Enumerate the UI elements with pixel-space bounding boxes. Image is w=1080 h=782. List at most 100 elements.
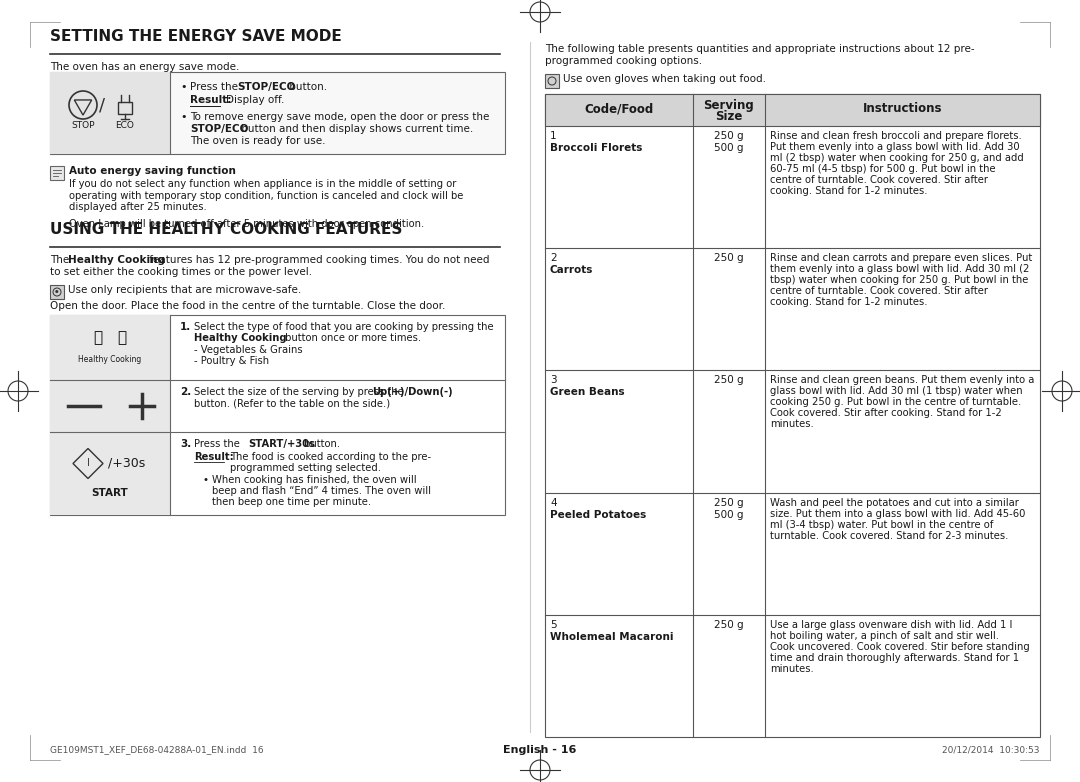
Text: Select the type of food that you are cooking by pressing the: Select the type of food that you are coo…	[194, 322, 494, 332]
Text: Carrots: Carrots	[550, 265, 593, 275]
Text: The following table presents quantities and appropriate instructions about 12 pr: The following table presents quantities …	[545, 44, 974, 66]
Text: minutes.: minutes.	[770, 664, 813, 674]
Text: 20/12/2014  10:30:53: 20/12/2014 10:30:53	[943, 745, 1040, 755]
Text: 500 g: 500 g	[714, 143, 744, 153]
Text: To remove energy save mode, open the door or press the: To remove energy save mode, open the doo…	[190, 112, 489, 122]
Text: Oven Lamp will be turned off after 5 minutes with door open condition.: Oven Lamp will be turned off after 5 min…	[69, 219, 424, 229]
Text: Cook uncovered. Cook covered. Stir before standing: Cook uncovered. Cook covered. Stir befor…	[770, 642, 1029, 652]
Text: Press the: Press the	[194, 439, 243, 449]
Text: programmed setting selected.: programmed setting selected.	[230, 463, 381, 473]
Text: glass bowl with lid. Add 30 ml (1 tbsp) water when: glass bowl with lid. Add 30 ml (1 tbsp) …	[770, 386, 1023, 396]
Text: 🍳: 🍳	[94, 330, 103, 345]
Text: minutes.: minutes.	[770, 419, 813, 429]
Text: I: I	[86, 458, 90, 468]
Text: Serving: Serving	[704, 99, 754, 112]
Text: Open the door. Place the food in the centre of the turntable. Close the door.: Open the door. Place the food in the cen…	[50, 301, 445, 311]
Text: Green Beans: Green Beans	[550, 387, 624, 397]
Text: START/+30s: START/+30s	[248, 439, 315, 449]
Text: STOP/ECO: STOP/ECO	[237, 82, 295, 92]
Text: USING THE HEALTHY COOKING FEATURES: USING THE HEALTHY COOKING FEATURES	[50, 222, 403, 237]
Text: Use oven gloves when taking out food.: Use oven gloves when taking out food.	[563, 74, 766, 84]
Text: button.: button.	[301, 439, 340, 449]
Text: 5: 5	[550, 620, 556, 630]
Text: button once or more times.: button once or more times.	[282, 333, 421, 343]
Text: Cook covered. Stir after cooking. Stand for 1-2: Cook covered. Stir after cooking. Stand …	[770, 408, 1002, 418]
Text: Healthy Cooking: Healthy Cooking	[194, 333, 286, 343]
Text: 2: 2	[550, 253, 556, 264]
Text: 4: 4	[550, 497, 556, 508]
Text: The oven is ready for use.: The oven is ready for use.	[190, 136, 325, 146]
Bar	[50, 380, 170, 432]
Text: Instructions: Instructions	[863, 102, 942, 116]
Text: Result:: Result:	[190, 95, 231, 105]
Bar	[50, 315, 170, 380]
Text: Press the: Press the	[190, 82, 241, 92]
Text: 250 g: 250 g	[714, 375, 744, 386]
Text: /+30s: /+30s	[108, 457, 145, 470]
Text: 250 g: 250 g	[714, 497, 744, 508]
Text: •: •	[180, 82, 187, 92]
Bar	[118, 102, 132, 114]
Bar	[50, 72, 505, 154]
Text: 250 g: 250 g	[714, 253, 744, 264]
Text: hot boiling water, a pinch of salt and stir well.: hot boiling water, a pinch of salt and s…	[770, 631, 999, 640]
Text: Broccoli Florets: Broccoli Florets	[550, 143, 643, 153]
Text: Put them evenly into a glass bowl with lid. Add 30: Put them evenly into a glass bowl with l…	[770, 142, 1020, 152]
Bar	[545, 94, 1040, 737]
Text: centre of turntable. Cook covered. Stir after: centre of turntable. Cook covered. Stir …	[770, 175, 988, 185]
Text: time and drain thoroughly afterwards. Stand for 1: time and drain thoroughly afterwards. St…	[770, 653, 1020, 663]
Text: Rinse and clean green beans. Put them evenly into a: Rinse and clean green beans. Put them ev…	[770, 375, 1035, 386]
Bar	[50, 432, 170, 515]
Text: Rinse and clean carrots and prepare even slices. Put: Rinse and clean carrots and prepare even…	[770, 253, 1032, 264]
Text: them evenly into a glass bowl with lid. Add 30 ml (2: them evenly into a glass bowl with lid. …	[770, 264, 1029, 274]
Text: button and then display shows current time.: button and then display shows current ti…	[238, 124, 473, 134]
Text: Rinse and clean fresh broccoli and prepare florets.: Rinse and clean fresh broccoli and prepa…	[770, 131, 1022, 141]
Bar	[50, 72, 170, 154]
Text: 60-75 ml (4-5 tbsp) for 500 g. Put bowl in the: 60-75 ml (4-5 tbsp) for 500 g. Put bowl …	[770, 164, 996, 174]
Text: 1.: 1.	[180, 322, 191, 332]
Text: When cooking has finished, the oven will: When cooking has finished, the oven will	[212, 475, 417, 485]
Text: Select the size of the serving by press the: Select the size of the serving by press …	[194, 387, 407, 397]
Text: 1: 1	[550, 131, 556, 141]
Text: Wholemeal Macaroni: Wholemeal Macaroni	[550, 632, 674, 642]
Text: Use a large glass ovenware dish with lid. Add 1 l: Use a large glass ovenware dish with lid…	[770, 620, 1012, 630]
Text: Display off.: Display off.	[226, 95, 284, 105]
Text: Code/Food: Code/Food	[584, 102, 653, 116]
Text: - Vegetables & Grains: - Vegetables & Grains	[194, 345, 302, 355]
Text: then beep one time per minute.: then beep one time per minute.	[212, 497, 372, 507]
Text: English - 16: English - 16	[503, 745, 577, 755]
Bar	[545, 94, 1040, 126]
Bar	[50, 285, 64, 299]
Text: ECO: ECO	[116, 120, 134, 130]
Text: Wash and peel the potatoes and cut into a similar: Wash and peel the potatoes and cut into …	[770, 497, 1018, 508]
Text: The food is cooked according to the pre-: The food is cooked according to the pre-	[230, 452, 431, 462]
Text: Peeled Potatoes: Peeled Potatoes	[550, 510, 646, 519]
Bar	[50, 315, 505, 515]
Text: cooking. Stand for 1-2 minutes.: cooking. Stand for 1-2 minutes.	[770, 297, 928, 307]
Text: Auto energy saving function: Auto energy saving function	[69, 166, 235, 176]
Text: 3.: 3.	[180, 439, 191, 449]
Text: ml (3-4 tbsp) water. Put bowl in the centre of: ml (3-4 tbsp) water. Put bowl in the cen…	[770, 519, 994, 529]
Text: START: START	[92, 489, 129, 498]
Text: 🌿: 🌿	[118, 330, 126, 345]
Text: Use only recipients that are microwave-safe.: Use only recipients that are microwave-s…	[68, 285, 301, 295]
Text: size. Put them into a glass bowl with lid. Add 45-60: size. Put them into a glass bowl with li…	[770, 508, 1025, 518]
Text: STOP/ECO: STOP/ECO	[190, 124, 248, 134]
Text: to set either the cooking times or the power level.: to set either the cooking times or the p…	[50, 267, 312, 277]
Text: ●: ●	[55, 290, 58, 294]
Text: - Poultry & Fish: - Poultry & Fish	[194, 356, 269, 366]
Bar	[545, 74, 559, 88]
Text: Healthy Cooking: Healthy Cooking	[79, 355, 141, 364]
Text: beep and flash “End” 4 times. The oven will: beep and flash “End” 4 times. The oven w…	[212, 486, 431, 496]
Text: •: •	[180, 112, 187, 122]
Text: Up(+)/Down(-): Up(+)/Down(-)	[372, 387, 453, 397]
Text: ml (2 tbsp) water when cooking for 250 g, and add: ml (2 tbsp) water when cooking for 250 g…	[770, 153, 1024, 163]
Text: 2.: 2.	[180, 387, 191, 397]
Text: 3: 3	[550, 375, 556, 386]
Text: features has 12 pre-programmed cooking times. You do not need: features has 12 pre-programmed cooking t…	[146, 255, 489, 265]
Text: button.: button.	[286, 82, 327, 92]
Text: Size: Size	[715, 109, 743, 123]
Text: 250 g: 250 g	[714, 131, 744, 141]
Text: /: /	[99, 96, 105, 114]
Text: turntable. Cook covered. Stand for 2-3 minutes.: turntable. Cook covered. Stand for 2-3 m…	[770, 531, 1009, 540]
